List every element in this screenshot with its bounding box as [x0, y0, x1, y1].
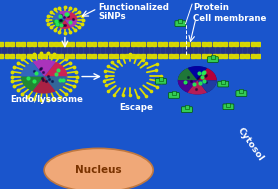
Wedge shape [21, 77, 44, 91]
Wedge shape [65, 12, 77, 20]
Text: Escape: Escape [119, 103, 153, 112]
FancyBboxPatch shape [207, 57, 218, 62]
Wedge shape [21, 62, 44, 77]
Wedge shape [178, 68, 197, 80]
Text: Protein: Protein [193, 3, 229, 12]
FancyBboxPatch shape [182, 107, 192, 112]
Wedge shape [188, 66, 207, 80]
FancyBboxPatch shape [0, 0, 260, 189]
Ellipse shape [44, 148, 153, 189]
Text: Functionalized: Functionalized [99, 3, 170, 12]
Wedge shape [44, 62, 68, 77]
Wedge shape [65, 20, 77, 28]
Ellipse shape [178, 66, 217, 94]
Text: SiNPs: SiNPs [99, 12, 126, 21]
Text: Cytosol: Cytosol [236, 126, 265, 163]
Wedge shape [178, 80, 197, 93]
FancyBboxPatch shape [0, 43, 260, 57]
Wedge shape [197, 68, 217, 80]
Wedge shape [53, 20, 65, 28]
Wedge shape [197, 80, 217, 93]
Wedge shape [53, 12, 65, 20]
Text: Cell membrane: Cell membrane [193, 14, 267, 23]
FancyBboxPatch shape [168, 93, 179, 98]
FancyBboxPatch shape [223, 104, 234, 110]
Text: Nucleus: Nucleus [75, 165, 122, 175]
Wedge shape [33, 60, 56, 77]
Wedge shape [59, 11, 71, 20]
Wedge shape [59, 20, 71, 29]
Wedge shape [44, 77, 68, 91]
FancyBboxPatch shape [175, 21, 186, 26]
FancyBboxPatch shape [155, 78, 166, 84]
Wedge shape [188, 80, 207, 94]
FancyBboxPatch shape [218, 81, 229, 87]
FancyBboxPatch shape [236, 91, 247, 96]
Text: Endo/lysosome: Endo/lysosome [10, 95, 83, 105]
Wedge shape [33, 77, 56, 94]
